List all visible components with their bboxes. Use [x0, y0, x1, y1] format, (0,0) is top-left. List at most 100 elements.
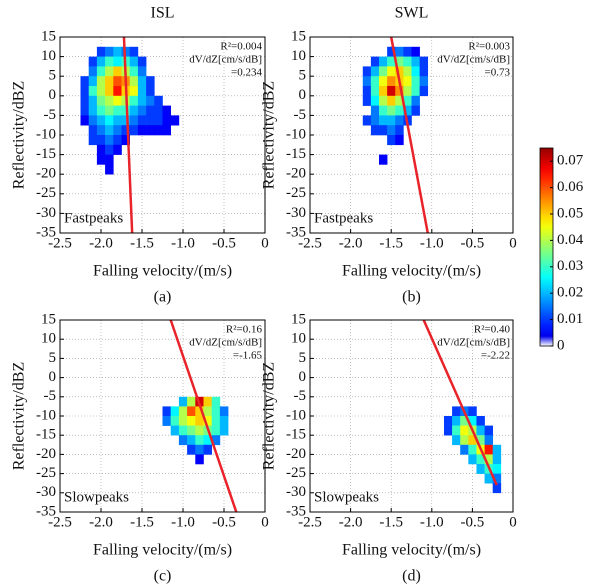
heat-cell: [162, 115, 171, 126]
heat-cell: [80, 76, 89, 87]
x-axis-label: Falling velocity/(m/s): [93, 542, 232, 559]
stat-text: dV/dZ[cm/s/dB]: [189, 337, 262, 349]
heat-cell: [137, 66, 147, 77]
x-axis-label: Falling velocity/(m/s): [342, 542, 481, 559]
fit-line: [122, 37, 134, 233]
heat-cell: [460, 425, 469, 436]
heat-cell: [476, 464, 485, 474]
heat-cell: [96, 115, 106, 126]
heat-cell: [105, 144, 114, 155]
y-tick-label: 10: [41, 48, 56, 64]
heat-cell: [96, 105, 106, 116]
heat-cell: [370, 56, 380, 67]
heat-cell: [452, 425, 461, 436]
heat-cell: [476, 435, 485, 446]
heat-cell: [113, 56, 122, 67]
stat-text: R²=0.40: [474, 324, 511, 336]
heat-cell: [379, 56, 388, 67]
heat-cell: [137, 125, 147, 136]
heat-cell: [476, 416, 485, 426]
heat-cell: [105, 125, 114, 136]
y-tick-label: -5: [294, 388, 307, 404]
heat-cell: [88, 125, 98, 136]
heat-cell: [113, 86, 122, 97]
heat-cell: [370, 115, 380, 126]
heat-cell: [419, 66, 429, 77]
heat-cell: [492, 483, 502, 494]
stat-text: dV/dZ[cm/s/dB]: [189, 54, 262, 66]
heat-cell: [387, 86, 396, 97]
heat-cell: [113, 105, 122, 116]
heat-cell: [395, 66, 404, 77]
heat-cell: [121, 125, 130, 136]
heat-cell: [113, 135, 122, 146]
stat-text: dV/dZ[cm/s/dB]: [437, 54, 510, 66]
y-tick-label: -20: [286, 446, 306, 462]
heat-cell: [362, 76, 372, 87]
heat-cell: [105, 46, 114, 57]
heat-cell: [113, 95, 122, 106]
heat-cell: [154, 105, 163, 116]
heat-cell: [379, 115, 388, 126]
x-tick-label: -2.5: [298, 235, 322, 251]
heat-cell: [129, 56, 139, 67]
heat-cell: [403, 46, 412, 57]
heat-cell: [121, 135, 130, 146]
annotation: Slowpeaks: [314, 489, 379, 505]
heat-cell: [170, 406, 180, 417]
annotation: Slowpeaks: [64, 489, 129, 505]
heat-cell: [395, 135, 404, 146]
heat-cell: [129, 95, 139, 106]
heat-cell: [96, 46, 106, 57]
heat-cell: [105, 95, 114, 106]
heat-cell: [178, 435, 188, 446]
heat-cell: [187, 444, 196, 455]
heat-cell: [387, 95, 396, 106]
y-tick-label: 0: [49, 369, 57, 385]
stat-text: R²=0.003: [468, 41, 510, 53]
heat-cell: [211, 416, 221, 426]
x-tick-label: -0.5: [461, 235, 485, 251]
heat-cell: [387, 76, 396, 87]
heat-cell: [113, 125, 122, 136]
y-tick-label: -20: [36, 446, 56, 462]
y-tick-label: -25: [286, 465, 306, 481]
stat-text: =0.73: [485, 67, 511, 79]
heat-cell: [395, 125, 404, 136]
heat-cell: [96, 66, 106, 77]
heat-cell: [443, 416, 453, 426]
y-tick-label: -20: [286, 166, 306, 182]
heat-cell: [170, 416, 180, 426]
heat-cell: [113, 144, 122, 155]
x-tick-label: -2.0: [339, 514, 363, 530]
heat-cell: [195, 425, 204, 436]
heat-cell: [203, 444, 212, 455]
heat-cell: [129, 46, 139, 57]
y-tick-label: 0: [299, 369, 307, 385]
heat-cell: [113, 76, 122, 87]
heat-cell: [468, 435, 477, 446]
heat-cell: [379, 105, 388, 116]
heat-cell: [88, 56, 98, 67]
y-tick-label: 10: [41, 331, 56, 347]
heat-cell: [492, 473, 502, 484]
heat-cell: [379, 66, 388, 77]
y-tick-label: 15: [291, 311, 306, 327]
panel-title: SWL: [395, 5, 429, 22]
heat-cell: [379, 125, 388, 136]
heat-cell: [121, 115, 130, 126]
x-tick-label: -0.5: [212, 235, 236, 251]
fit-line: [422, 320, 498, 486]
heat-cell: [395, 115, 404, 126]
y-tick-label: -30: [286, 484, 306, 500]
heat-cell: [162, 406, 171, 417]
stat-text: R²=0.16: [226, 324, 263, 336]
x-tick-label: -2.0: [89, 514, 113, 530]
heat-cell: [379, 86, 388, 97]
heat-cell: [452, 435, 461, 446]
x-tick-label: -1.5: [379, 514, 403, 530]
heat-cell: [88, 95, 98, 106]
cb-tick-label: 0.01: [557, 311, 583, 327]
y-tick-label: 10: [291, 48, 306, 64]
y-tick-label: -15: [36, 146, 56, 162]
